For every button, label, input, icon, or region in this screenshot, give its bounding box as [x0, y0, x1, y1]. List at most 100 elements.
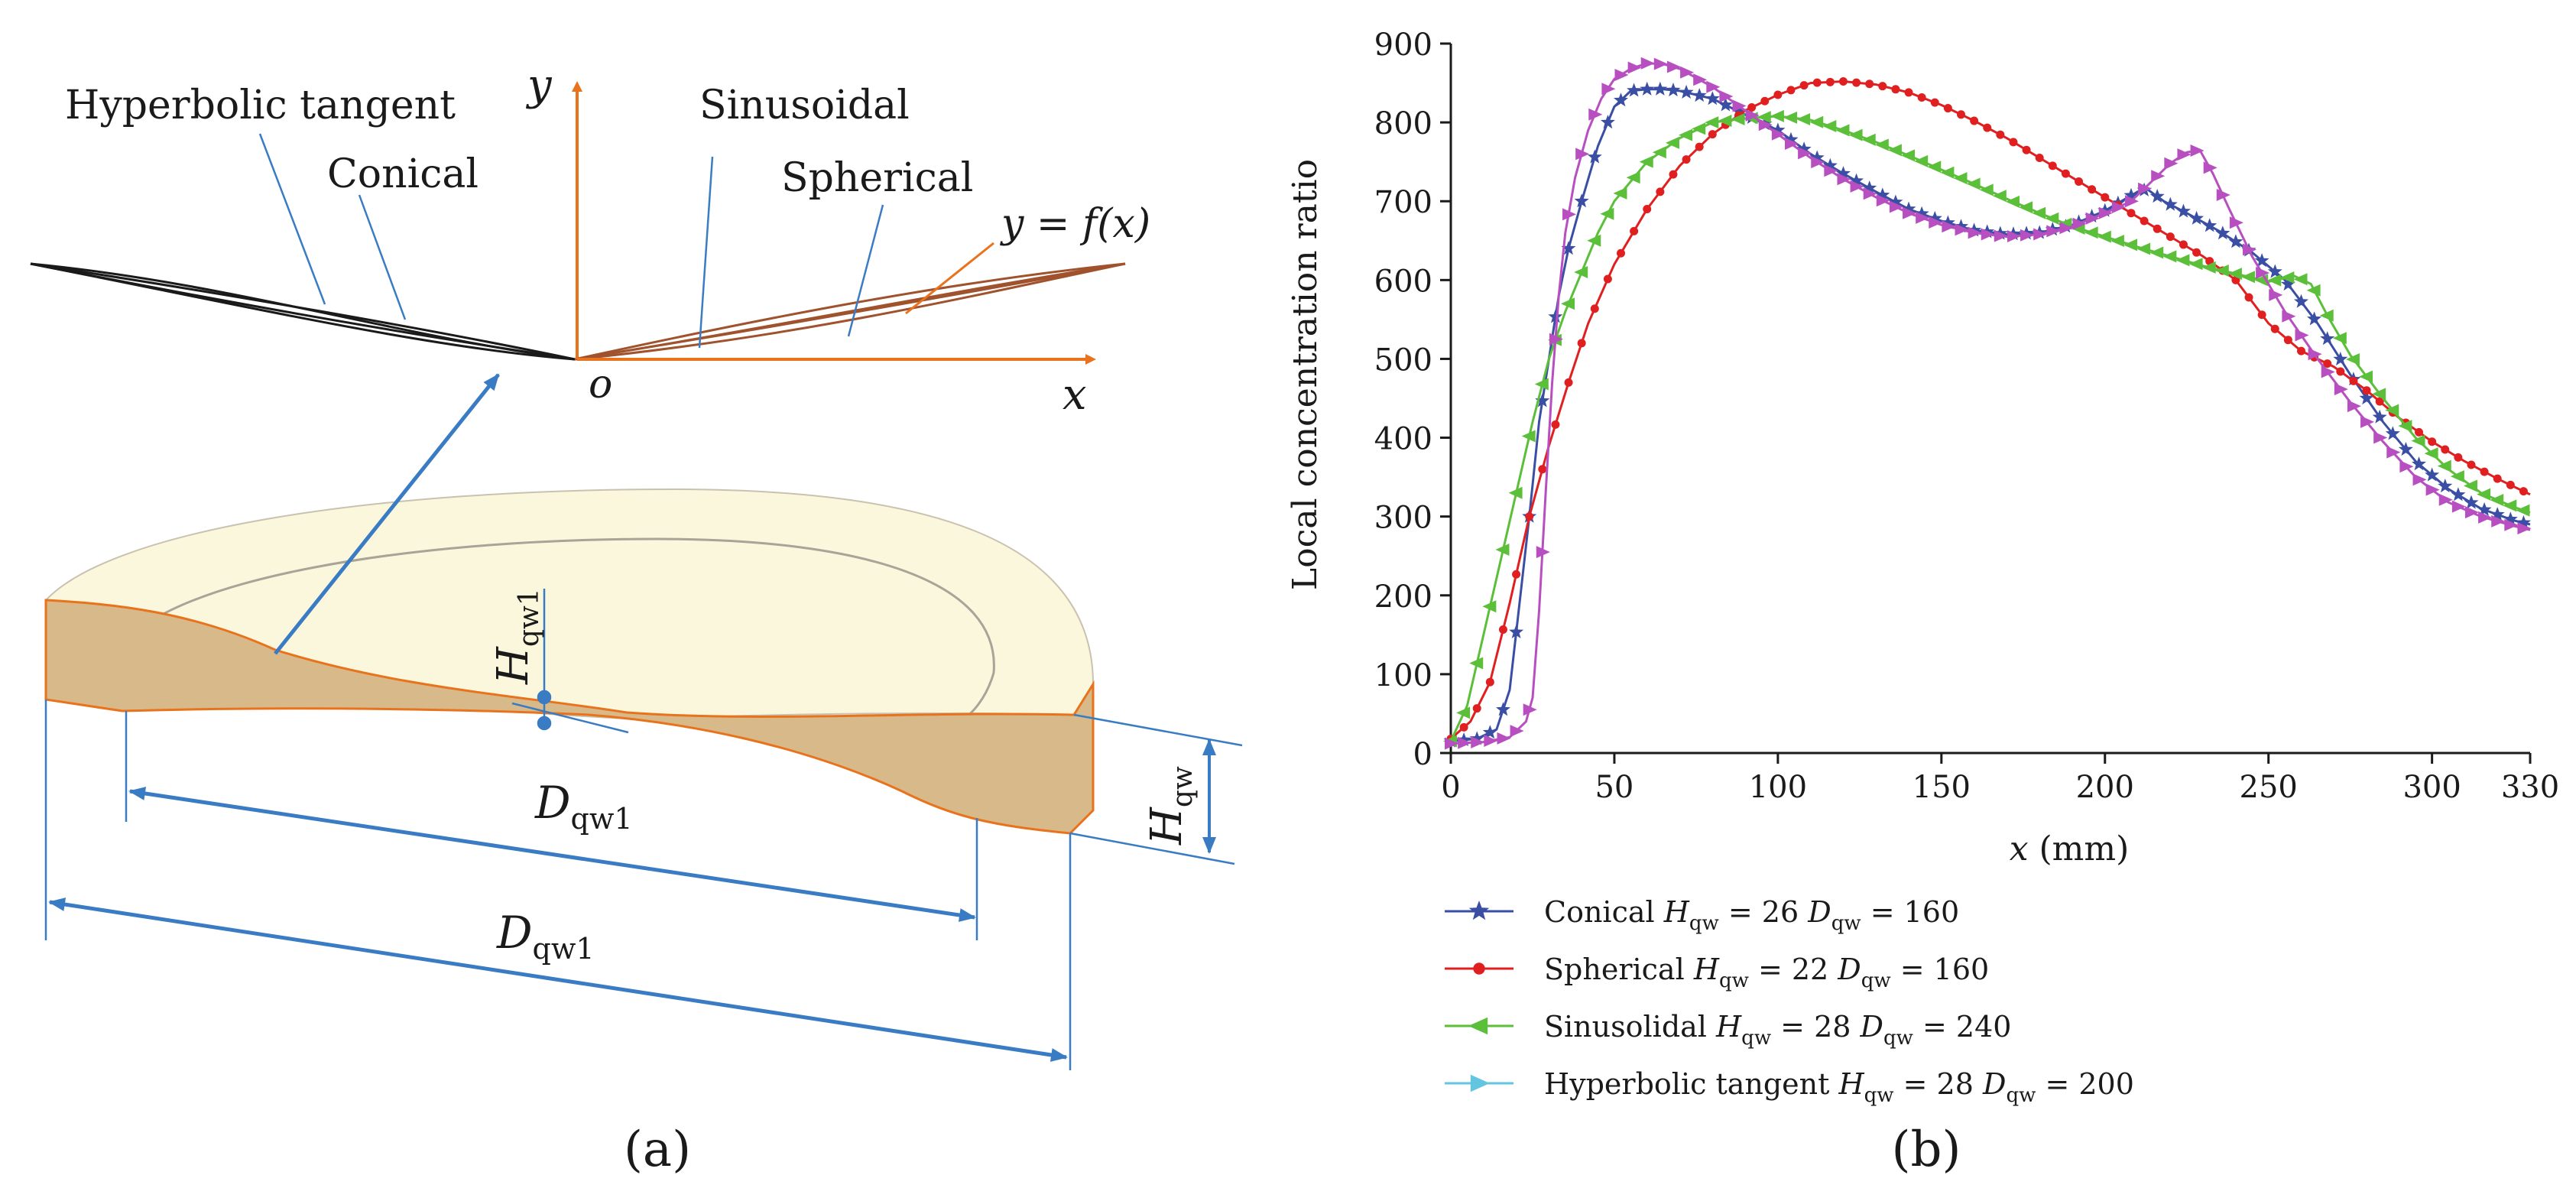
- data-point: [2491, 514, 2506, 527]
- data-point: [2164, 157, 2179, 170]
- data-point: [1534, 378, 1549, 391]
- data-point: [2179, 240, 2188, 249]
- x-tick-label: 100: [1749, 770, 1807, 805]
- data-point: [1966, 177, 1981, 190]
- data-point: [2267, 274, 2282, 287]
- data-point: [1601, 83, 1616, 96]
- series-line: [1450, 62, 2531, 745]
- data-point: [2424, 447, 2438, 460]
- data-point: [1485, 677, 1494, 687]
- data-point: [1773, 90, 1783, 99]
- data-point: [1849, 173, 1864, 187]
- data-point: [1639, 155, 1653, 168]
- data-point: [1656, 187, 1665, 196]
- legend-item: Hyperbolic tangent Hqw = 28 Dqw = 200: [1445, 1067, 2134, 1107]
- data-point: [2203, 161, 2218, 174]
- label-hyperbolic-tangent: Hyperbolic tangent: [65, 83, 456, 128]
- data-point: [2201, 261, 2216, 274]
- data-point: [1848, 128, 1863, 141]
- data-point: [1719, 90, 1734, 103]
- data-point: [1901, 149, 1916, 162]
- data-point: [2084, 226, 2098, 239]
- data-point: [1640, 57, 1655, 70]
- data-point: [1682, 155, 1691, 164]
- data-point: [2359, 370, 2373, 383]
- data-point: [1994, 229, 2008, 242]
- data-point: [1705, 91, 1720, 105]
- data-point: [1718, 115, 1732, 128]
- data-point: [1927, 210, 1942, 225]
- data-point: [2464, 506, 2479, 519]
- data-point: [1770, 122, 1786, 137]
- data-point: [1784, 137, 1799, 150]
- data-point: [2385, 426, 2400, 440]
- data-point: [2127, 209, 2136, 218]
- data-point: [1577, 339, 1586, 348]
- data-point: [2282, 310, 2296, 323]
- data-point: [1458, 736, 1472, 749]
- data-point: [1940, 166, 1955, 179]
- data-point: [1809, 150, 1825, 164]
- data-point: [2149, 189, 2165, 203]
- data-point: [2425, 483, 2440, 496]
- caption-a: (a): [624, 1121, 691, 1178]
- data-point: [1904, 88, 1913, 97]
- data-point: [1927, 161, 1942, 174]
- data-point: [2149, 246, 2164, 259]
- legend: Conical Hqw = 26 Dqw = 160 Spherical Hqw …: [1445, 895, 2134, 1107]
- data-point: [1811, 156, 1825, 169]
- label-spherical: Spherical: [781, 155, 973, 201]
- data-point: [1799, 81, 1809, 90]
- y-tick-label: 0: [1413, 737, 1432, 772]
- legend-label: Conical Hqw = 26 Dqw = 160: [1544, 895, 1959, 935]
- data-point: [1603, 274, 1612, 284]
- data-point: [1574, 266, 1588, 279]
- series-line: [1450, 80, 2531, 740]
- data-point: [1653, 81, 1668, 96]
- data-point: [1548, 309, 1563, 323]
- data-point: [1643, 205, 1652, 214]
- data-point: [2192, 248, 2201, 257]
- label-h-qw: Hqw: [1142, 766, 1199, 846]
- data-point: [1955, 223, 1969, 236]
- data-point: [1484, 735, 1498, 748]
- data-point: [2438, 493, 2453, 506]
- data-point: [1459, 722, 1468, 732]
- data-point: [2244, 293, 2253, 302]
- label-origin: o: [589, 362, 612, 407]
- legend-item: Spherical Hqw = 22 Dqw = 160: [1445, 953, 1989, 992]
- data-point: [2243, 243, 2257, 256]
- data-point: [2140, 216, 2149, 226]
- data-point: [1652, 146, 1666, 159]
- data-point: [2166, 232, 2175, 242]
- data-point: [2490, 494, 2504, 507]
- data-point: [2088, 185, 2097, 194]
- x-tick-label: 250: [2240, 770, 2298, 805]
- data-point: [2045, 212, 2059, 225]
- data-point: [2437, 459, 2451, 472]
- data-point: [2059, 222, 2074, 235]
- data-point: [2490, 507, 2505, 521]
- data-point: [1862, 180, 1877, 195]
- panel-b-chart: 0 100 200 300 400 500 600 700 800 900 0 50 100 150 200…: [1284, 0, 2576, 1198]
- data-point: [1861, 133, 1876, 146]
- data-point: [1496, 702, 1510, 716]
- data-point: [1692, 122, 1706, 135]
- data-point: [2229, 216, 2243, 229]
- data-point: [1718, 97, 1733, 112]
- data-point: [1903, 206, 1917, 219]
- data-point: [1970, 116, 1979, 125]
- data-point: [1562, 208, 1577, 221]
- data-point: [2477, 501, 2492, 516]
- series-layer: [1443, 57, 2532, 750]
- data-point: [2306, 284, 2321, 297]
- data-point: [2072, 217, 2087, 230]
- data-point: [2153, 224, 2162, 233]
- data-point: [2372, 388, 2386, 401]
- label-conical: Conical: [327, 151, 479, 197]
- data-point: [2190, 144, 2205, 157]
- data-point: [2035, 154, 2044, 163]
- data-point: [1564, 378, 1573, 387]
- data-point: [2386, 446, 2401, 459]
- legend-label: Hyperbolic tangent Hqw = 28 Dqw = 200: [1544, 1067, 2134, 1107]
